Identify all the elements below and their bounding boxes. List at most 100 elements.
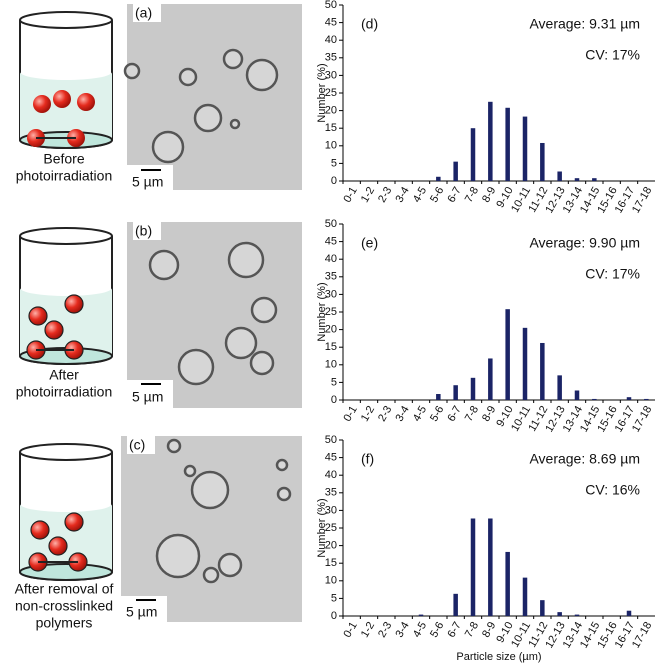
micrograph-a: [123, 4, 302, 190]
y-tick-label: 40: [325, 34, 337, 46]
schematic-c: [19, 443, 113, 581]
annotation: CV: 16%: [585, 482, 640, 498]
bar: [557, 375, 562, 400]
y-tick-label: 50: [325, 0, 337, 11]
bar: [540, 600, 545, 616]
y-tick-label: 50: [325, 434, 337, 446]
bar: [626, 397, 632, 400]
panel-label: (e): [361, 235, 378, 251]
annotation: Average: 9.90 µm: [529, 235, 640, 251]
x-tick-label: 1-2: [359, 185, 377, 205]
y-tick-label: 15: [325, 122, 337, 134]
x-tick-label: 5-6: [428, 404, 446, 424]
y-tick-label: 0: [331, 610, 337, 622]
y-tick-label: 10: [325, 140, 337, 152]
x-tick-label: 1-2: [359, 404, 377, 424]
scale-bar-label: 5 µm: [126, 604, 157, 620]
micrograph-c: [121, 436, 302, 622]
scale-bar-label: 5 µm: [132, 174, 163, 190]
x-tick-label: 6-7: [445, 620, 463, 640]
annotation: CV: 17%: [585, 266, 640, 282]
x-tick-label: 6-7: [445, 185, 463, 205]
panel-label: (d): [361, 16, 378, 32]
bar: [557, 171, 562, 181]
bar: [470, 377, 476, 400]
x-tick-label: 4-5: [411, 620, 429, 640]
x-tick-label: 0-1: [341, 404, 359, 424]
panel-label: (c): [129, 437, 145, 453]
y-tick-label: 45: [325, 236, 337, 248]
caption: Before: [43, 151, 84, 167]
x-axis-label: Particle size (µm): [456, 651, 541, 663]
y-tick-label: 10: [325, 359, 337, 371]
y-tick-label: 40: [325, 469, 337, 481]
x-tick-label: 4-5: [411, 185, 429, 205]
bar: [626, 610, 632, 616]
y-tick-label: 20: [325, 540, 337, 552]
caption: polymers: [36, 615, 93, 631]
caption: After removal of: [15, 581, 114, 597]
schematic-a: [19, 11, 113, 149]
bar: [453, 161, 458, 181]
bar: [505, 309, 510, 400]
bar: [453, 385, 458, 400]
x-tick-label: 4-5: [411, 404, 429, 424]
bar: [488, 358, 493, 400]
panel-label: (b): [135, 223, 152, 239]
bar: [436, 176, 441, 181]
bar: [592, 178, 597, 181]
y-tick-label: 20: [325, 324, 337, 336]
y-tick-label: 45: [325, 452, 337, 464]
caption: non-crosslinked: [15, 598, 113, 614]
x-tick-label: 2-3: [376, 620, 394, 640]
caption: photoirradiation: [16, 384, 113, 400]
y-tick-label: 10: [325, 575, 337, 587]
y-tick-label: 50: [325, 218, 337, 230]
y-tick-label: 45: [325, 17, 337, 29]
bar: [505, 551, 510, 616]
bar: [540, 142, 545, 181]
y-tick-label: 25: [325, 306, 337, 318]
bar: [522, 116, 528, 181]
bar: [522, 577, 528, 616]
panel-label: (f): [361, 451, 374, 467]
bar: [522, 327, 528, 400]
bar: [644, 398, 649, 400]
bar: [557, 612, 562, 616]
y-tick-label: 40: [325, 253, 337, 265]
y-tick-label: 5: [331, 157, 337, 169]
x-tick-label: 5-6: [428, 185, 446, 205]
y-tick-label: 35: [325, 487, 337, 499]
bar: [470, 128, 476, 181]
y-tick-label: 5: [331, 376, 337, 388]
bar: [540, 342, 545, 400]
scale-bars: 5 µm 5 µm 5 µm: [121, 165, 173, 622]
y-tick-label: 0: [331, 175, 337, 187]
y-tick-label: 25: [325, 87, 337, 99]
caption: After: [49, 367, 79, 383]
y-tick-label: 35: [325, 271, 337, 283]
annotation: CV: 17%: [585, 47, 640, 63]
panel-label: (a): [135, 5, 152, 21]
bar: [592, 398, 597, 400]
y-tick-label: 30: [325, 288, 337, 300]
y-tick-label: 20: [325, 105, 337, 117]
bar: [436, 394, 441, 400]
bar: [418, 614, 424, 616]
panel-labels: (a) (b) (c): [127, 4, 161, 454]
bar: [574, 390, 580, 400]
x-tick-label: 7-8: [463, 620, 481, 640]
annotation: Average: 9.31 µm: [529, 16, 640, 32]
x-tick-label: 3-4: [393, 185, 411, 205]
y-axis-label: Number (%): [316, 282, 328, 341]
bar: [488, 518, 493, 616]
x-tick-label: 2-3: [376, 185, 394, 205]
caption: photoirradiation: [16, 168, 113, 184]
bar: [505, 107, 510, 181]
x-tick-label: 2-3: [376, 404, 394, 424]
x-tick-label: 5-6: [428, 620, 446, 640]
x-tick-label: 0-1: [341, 185, 359, 205]
y-tick-label: 0: [331, 394, 337, 406]
y-tick-label: 5: [331, 592, 337, 604]
